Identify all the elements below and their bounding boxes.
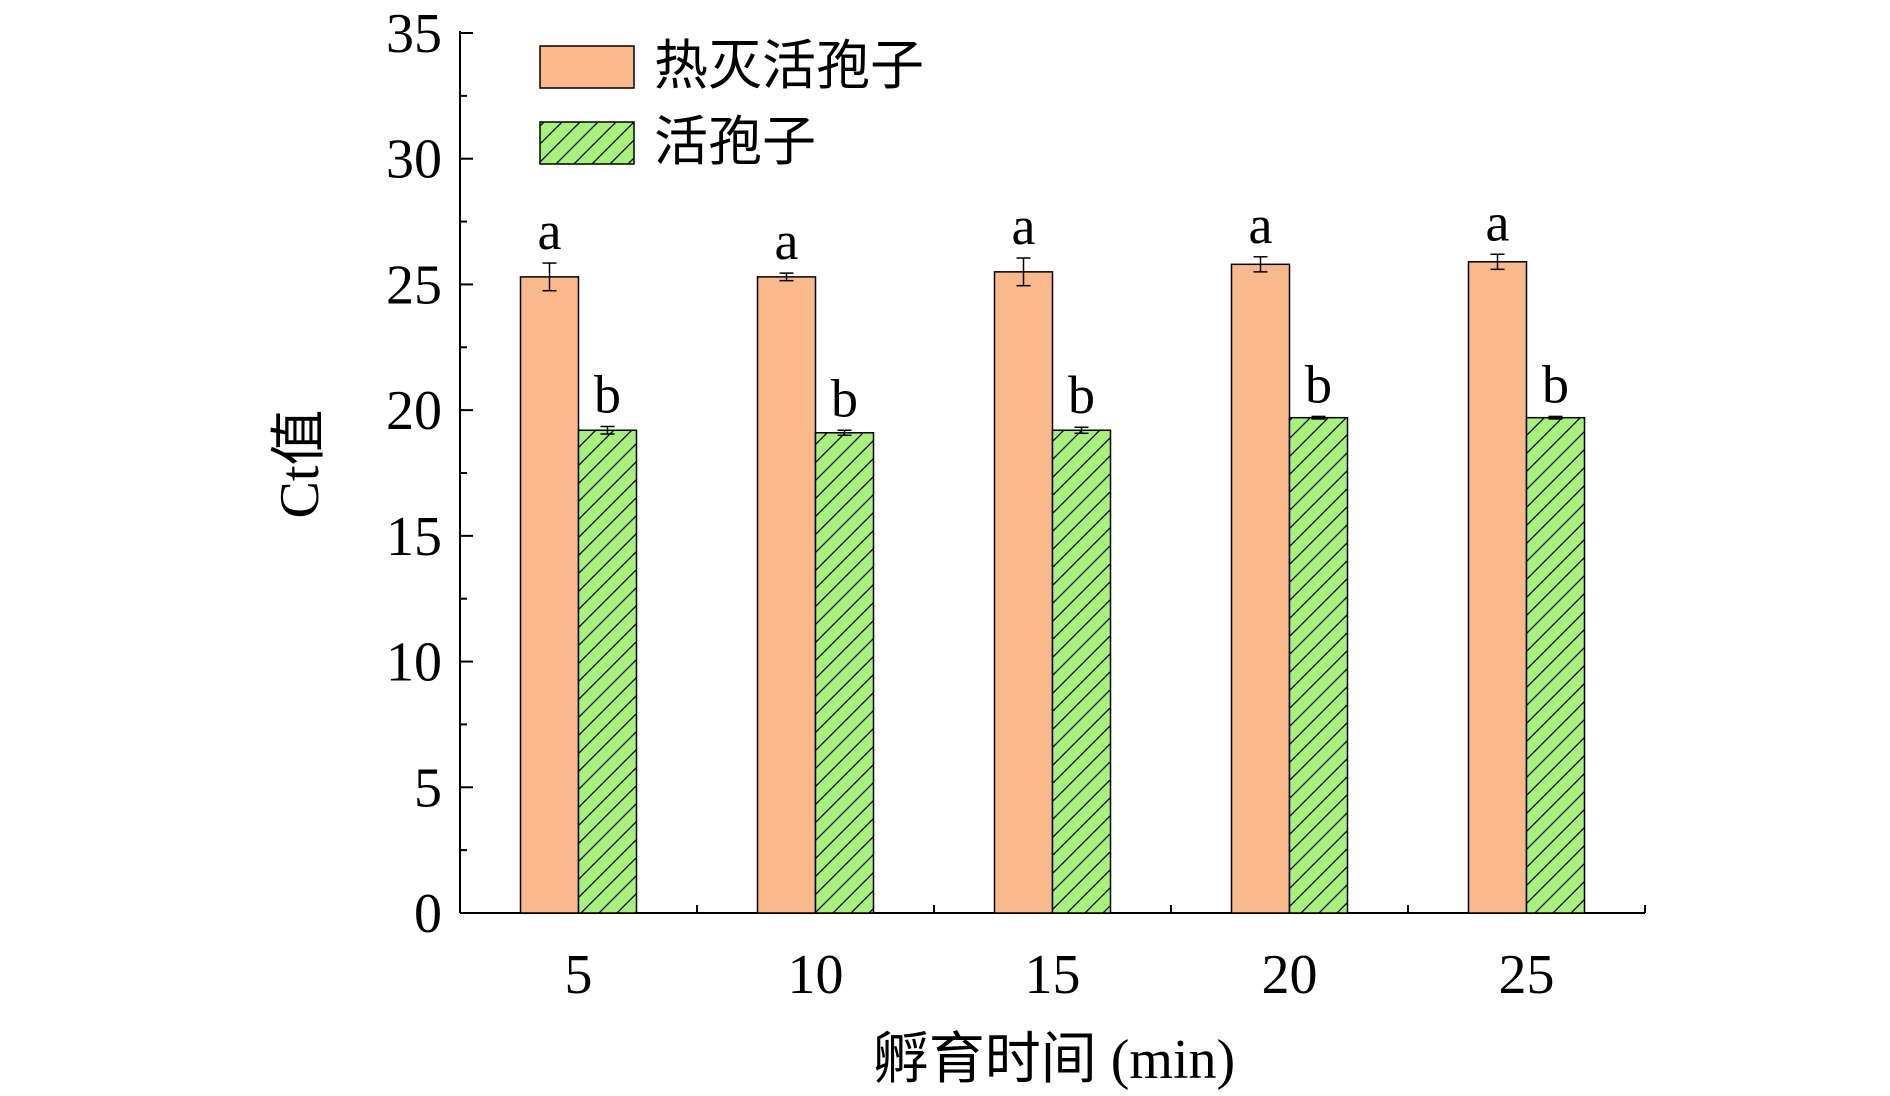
legend-label: 活孢子 bbox=[654, 112, 816, 172]
significance-label: a bbox=[1012, 196, 1036, 256]
y-tick-label: 5 bbox=[414, 757, 442, 819]
axes: 0 5 10 15 20 25 30 35 5 10 15 20 25 bbox=[386, 3, 1646, 1006]
y-tick-label: 15 bbox=[386, 506, 442, 568]
significance-label: a bbox=[1486, 192, 1510, 252]
x-tick-label: 20 bbox=[1262, 944, 1318, 1006]
x-tick-label: 15 bbox=[1025, 944, 1081, 1006]
bar-heat-inactivated bbox=[1230, 263, 1291, 914]
y-axis-title: Ct值 bbox=[269, 410, 331, 519]
bars bbox=[519, 253, 1586, 914]
significance-label: b bbox=[1542, 354, 1569, 414]
significance-label: a bbox=[775, 211, 799, 271]
legend-swatch bbox=[539, 121, 635, 165]
legend-label: 热灭活孢子 bbox=[654, 36, 924, 96]
y-tick-label: 10 bbox=[386, 632, 442, 694]
x-axis-title: 孵育时间 (min) bbox=[873, 1029, 1235, 1091]
x-tick-label: 5 bbox=[565, 944, 593, 1006]
y-tick-label: 25 bbox=[386, 254, 442, 316]
bar-live bbox=[1051, 429, 1112, 914]
data-labels: a b a b a b a b a b bbox=[538, 192, 1569, 428]
bar-heat-inactivated bbox=[993, 271, 1054, 914]
bar-heat-inactivated bbox=[1467, 261, 1528, 914]
y-tick-label: 20 bbox=[386, 380, 442, 442]
significance-label: b bbox=[1305, 354, 1332, 414]
y-tick-label: 35 bbox=[386, 3, 442, 65]
bar-heat-inactivated bbox=[756, 276, 817, 914]
y-tick-label: 30 bbox=[386, 129, 442, 191]
bar-live bbox=[1288, 416, 1349, 914]
significance-label: a bbox=[538, 201, 562, 261]
significance-label: a bbox=[1249, 195, 1273, 255]
significance-label: b bbox=[831, 368, 858, 428]
legend-swatch bbox=[539, 45, 635, 89]
bar-live bbox=[814, 432, 875, 914]
bar-heat-inactivated bbox=[519, 276, 580, 914]
x-tick-label: 25 bbox=[1499, 944, 1555, 1006]
significance-label: b bbox=[594, 364, 621, 424]
y-tick-label: 0 bbox=[414, 883, 442, 945]
significance-label: b bbox=[1068, 365, 1095, 425]
x-tick-label: 10 bbox=[788, 944, 844, 1006]
bar-live bbox=[577, 429, 638, 914]
bar-live bbox=[1525, 416, 1586, 914]
